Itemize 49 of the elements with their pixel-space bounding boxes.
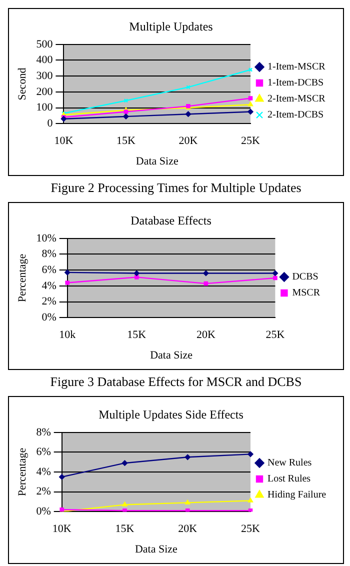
- x-tick-label: 25K: [241, 135, 260, 148]
- legend-label: DCBS: [292, 272, 318, 283]
- x-tick-label: 15K: [127, 329, 146, 342]
- x-tick-label: 25K: [241, 523, 260, 536]
- y-tick-label: 300: [36, 70, 54, 82]
- chart-title: Multiple Updates Side Effects: [98, 407, 244, 422]
- y-tick-label: 6%: [42, 264, 56, 276]
- chart-title: Multiple Updates: [129, 19, 214, 34]
- legend-label: 1-Item-DCBS: [268, 78, 324, 89]
- x-tick-label: 10k: [59, 329, 76, 342]
- x-axis-title: Data Size: [134, 543, 178, 556]
- y-tick-label: 6%: [36, 446, 51, 458]
- y-tick-label: 0%: [36, 505, 51, 518]
- y-tick-label: 0%: [42, 311, 56, 324]
- y-axis-title: Percentage: [16, 448, 28, 496]
- y-axis-title: Second: [16, 67, 28, 100]
- y-tick-label: 10%: [36, 232, 56, 244]
- y-tick-label: 0: [47, 117, 54, 130]
- legend-label: New Rules: [268, 458, 312, 469]
- x-tick-label: 15K: [116, 135, 136, 148]
- legend-label: 2-Item-MSCR: [268, 94, 326, 105]
- y-tick-label: 4%: [36, 466, 51, 478]
- x-tick-label: 10K: [52, 523, 72, 536]
- y-tick-label: 2%: [36, 486, 51, 498]
- y-axis-title: Percentage: [16, 254, 28, 302]
- legend-label: 2-Item-DCBS: [268, 110, 324, 121]
- caption: Figure 3 Database Effects for MSCR and DCBS: [49, 374, 303, 390]
- chart-title: Database Effects: [130, 213, 212, 228]
- legend-label: Hiding Failure: [268, 490, 327, 501]
- legend-label: MSCR: [292, 288, 320, 299]
- legend-label: Lost Rules: [268, 474, 311, 485]
- x-tick-label: 20K: [196, 329, 216, 342]
- y-tick-label: 2%: [42, 296, 56, 308]
- x-axis-title: Data Size: [136, 155, 178, 168]
- y-tick-label: 8%: [42, 248, 56, 260]
- x-axis-title: Data Size: [150, 349, 193, 362]
- x-tick-label: 10K: [54, 135, 74, 148]
- x-tick-label: 25K: [266, 329, 285, 342]
- x-tick-label: 20K: [178, 523, 198, 536]
- x-tick-label: 20K: [178, 135, 198, 148]
- x-tick-label: 15K: [115, 523, 134, 536]
- y-tick-label: 500: [36, 38, 54, 50]
- y-tick-label: 100: [36, 102, 54, 114]
- legend-label: 1-Item-MSCR: [268, 62, 326, 73]
- y-tick-label: 400: [36, 54, 54, 66]
- y-tick-label: 8%: [36, 426, 51, 438]
- caption: Figure 2 Processing Times for Multiple Updates: [50, 180, 302, 196]
- y-tick-label: 4%: [42, 280, 56, 292]
- y-tick-label: 200: [36, 86, 54, 98]
